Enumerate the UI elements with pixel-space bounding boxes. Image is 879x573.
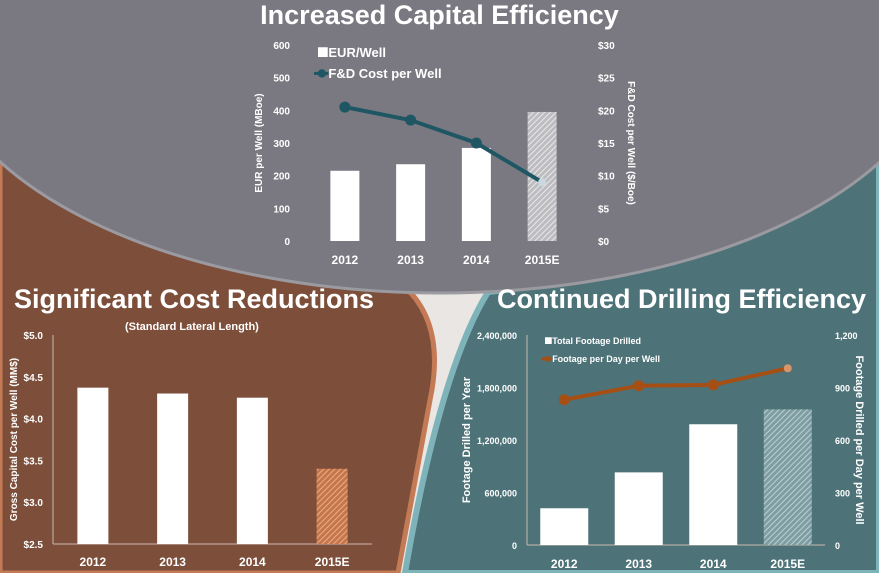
top-y2-tick-label: $15 (598, 139, 615, 150)
top-line-point-2012 (339, 101, 351, 113)
left-x-tick-label: 2014 (239, 555, 266, 569)
right-x-tick-label: 2015E (770, 557, 805, 571)
right-y-axis-label: Footage Drilled per Year (461, 376, 473, 503)
right-y-tick-label: 600,000 (484, 489, 517, 499)
right-y-tick-label: 1,200,000 (477, 436, 517, 446)
right-bar-2015E (763, 409, 812, 545)
right-x-tick-label: 2014 (700, 557, 727, 571)
top-bar-2014 (461, 147, 491, 241)
left-y-axis-label: Gross Capital Cost per Well (MM$) (9, 358, 20, 521)
right-y2-tick-label: 1,200 (835, 331, 858, 341)
left-bar-2013 (157, 393, 189, 544)
right-legend-line-label: Footage per Day per Well (552, 354, 660, 364)
top-y-tick-label: 100 (273, 204, 290, 215)
right-bar-2013 (614, 472, 663, 545)
top-line-point-2015E (538, 178, 547, 187)
top-legend-bar-label: EUR/Well (328, 45, 386, 60)
left-y-tick-label: $5.0 (24, 331, 44, 342)
top-x-tick-label: 2015E (525, 253, 560, 267)
top-x-tick-label: 2014 (463, 253, 490, 267)
right-y2-tick-label: 600 (835, 436, 850, 446)
top-panel-title: Increased Capital Efficiency (260, 0, 619, 30)
top-line-point-2013 (405, 114, 417, 126)
top-y2-axis-label: F&D Cost per Well ($/Boe) (625, 81, 636, 205)
top-y-tick-label: 300 (273, 139, 290, 150)
left-y-tick-label: $3.0 (24, 498, 44, 509)
top-y-tick-label: 200 (273, 172, 290, 183)
right-y-tick-label: 2,400,000 (477, 331, 517, 341)
right-line-point-2014 (707, 379, 719, 391)
top-y-tick-label: 600 (273, 41, 290, 52)
top-legend-bar-swatch (318, 47, 328, 57)
top-y2-tick-label: $5 (598, 204, 610, 215)
left-panel-title: Significant Cost Reductions (14, 284, 375, 314)
left-y-tick-label: $4.0 (24, 415, 44, 426)
left-bar-2015E (316, 468, 348, 544)
right-legend-line-marker (544, 355, 551, 362)
right-legend-bar-swatch (545, 337, 552, 344)
right-y2-tick-label: 0 (835, 541, 840, 551)
top-y-tick-label: 500 (273, 74, 290, 85)
right-line-series (563, 366, 789, 402)
top-y2-tick-label: $25 (598, 74, 615, 85)
top-y-tick-label: 0 (284, 237, 290, 248)
left-y-tick-label: $4.5 (24, 373, 44, 384)
top-x-tick-label: 2012 (332, 253, 359, 267)
right-y2-tick-label: 300 (835, 489, 850, 499)
top-bar-2012 (330, 170, 360, 241)
top-legend-line-label: F&D Cost per Well (328, 66, 441, 81)
right-legend-bar-label: Total Footage Drilled (552, 336, 641, 346)
top-y-axis-label: EUR per Well (MBoe) (254, 93, 265, 192)
left-bar-2012 (77, 387, 109, 544)
right-y-tick-label: 1,800,000 (477, 384, 517, 394)
right-line-point-2013 (633, 380, 645, 392)
top-line-series (344, 105, 544, 184)
left-bar-2014 (236, 397, 268, 544)
left-x-tick-label: 2013 (159, 555, 186, 569)
left-x-tick-label: 2015E (315, 555, 350, 569)
right-x-tick-label: 2012 (551, 557, 578, 571)
right-panel-title: Continued Drilling Efficiency (497, 284, 867, 314)
left-x-tick-label: 2012 (80, 555, 107, 569)
top-y-tick-label: 400 (273, 106, 290, 117)
right-y2-tick-label: 900 (835, 384, 850, 394)
left-y-tick-label: $2.5 (24, 540, 44, 551)
right-y2-axis-label: Footage Drilled per Day per Well (853, 355, 865, 524)
top-legend-line-marker (317, 69, 327, 78)
top-x-tick-label: 2013 (397, 253, 424, 267)
top-y2-tick-label: $10 (598, 172, 615, 183)
left-y-tick-label: $3.5 (24, 456, 44, 467)
right-x-tick-label: 2013 (625, 557, 652, 571)
gray-panel (0, 0, 879, 295)
top-bar-2013 (396, 164, 426, 241)
top-y2-tick-label: $30 (598, 41, 615, 52)
top-line-point-2014 (470, 137, 482, 149)
right-line-point-2012 (558, 394, 570, 406)
right-bar-2012 (540, 508, 589, 545)
right-bar-2014 (689, 424, 738, 545)
top-y2-tick-label: $0 (598, 237, 610, 248)
right-y-tick-label: 0 (512, 541, 517, 551)
top-y2-tick-label: $20 (598, 106, 615, 117)
left-panel-subtitle: (Standard Lateral Length) (125, 321, 259, 333)
right-line-point-2015E (783, 364, 792, 373)
